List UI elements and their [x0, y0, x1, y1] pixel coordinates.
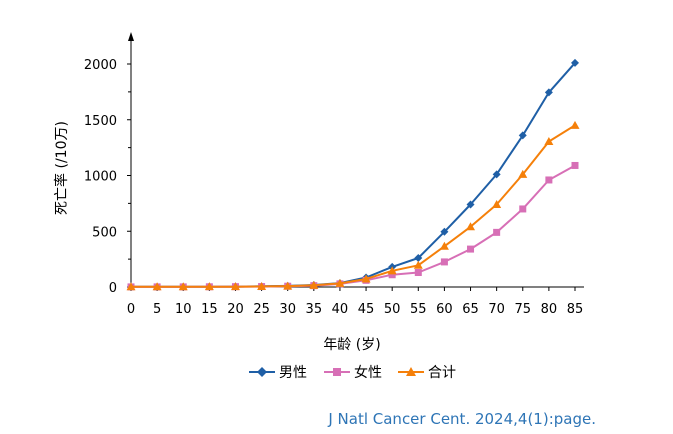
data-point-triangle	[335, 278, 345, 287]
data-point-triangle	[257, 281, 267, 290]
y-tick-label: 1000	[84, 170, 117, 185]
series-line	[131, 62, 576, 288]
legend-marker-female	[333, 368, 341, 376]
series-line	[131, 124, 576, 288]
data-point-triangle	[204, 282, 214, 291]
x-tick-label: 30	[279, 302, 296, 317]
legend-marker-total	[406, 367, 416, 376]
x-tick-label: 80	[541, 302, 558, 317]
data-point-triangle	[439, 241, 449, 250]
data-point-triangle	[283, 281, 293, 290]
series-line	[131, 164, 576, 288]
x-tick-label: 5	[153, 302, 161, 317]
series-2	[126, 120, 580, 291]
x-tick-label: 60	[436, 302, 453, 317]
data-point-triangle	[152, 282, 162, 291]
data-point-triangle	[413, 260, 423, 269]
y-tick-label: 1500	[84, 114, 117, 129]
y-axis-arrow	[128, 32, 134, 41]
legend-label-male: 男性	[279, 365, 307, 381]
data-point-triangle	[466, 222, 476, 231]
data-point-diamond	[440, 227, 449, 236]
x-tick-label: 45	[358, 302, 375, 317]
x-axis-title: 年龄 (岁)	[323, 337, 380, 353]
x-tick-label: 85	[567, 302, 584, 317]
x-tick-label: 55	[410, 302, 427, 317]
y-tick-label: 2000	[84, 58, 117, 73]
data-point-diamond	[492, 170, 501, 179]
data-point-triangle	[570, 120, 580, 129]
y-tick-label: 500	[92, 225, 117, 240]
series-layer	[126, 58, 580, 291]
data-point-diamond	[571, 58, 579, 67]
data-point-square	[440, 258, 448, 266]
data-point-diamond	[518, 131, 527, 140]
data-point-diamond	[414, 254, 423, 263]
x-tick-label: 20	[227, 302, 244, 317]
x-tick-label: 50	[384, 302, 401, 317]
x-tick-label: 15	[201, 302, 218, 317]
x-tick-label: 0	[127, 302, 135, 317]
x-tick-label: 65	[462, 302, 479, 317]
y-axis-ticks: 0 500 1000 1500 2000	[84, 58, 131, 296]
data-point-square	[467, 245, 475, 253]
data-point-square	[545, 176, 553, 184]
x-tick-label: 40	[332, 302, 349, 317]
x-tick-label: 25	[253, 302, 270, 317]
x-axis-ticks: 0 5 10 15 20 25 30 35 40 45 50 55 60 65 70 75 80 85	[127, 287, 583, 317]
data-point-triangle	[361, 274, 371, 283]
legend: 男性 女性 合计	[249, 364, 456, 381]
data-point-square	[571, 161, 579, 169]
x-tick-label: 75	[514, 302, 531, 317]
data-point-diamond	[544, 88, 553, 97]
data-point-triangle	[178, 282, 188, 291]
data-point-triangle	[230, 282, 240, 291]
legend-marker-male	[257, 367, 267, 377]
legend-label-total: 合计	[428, 365, 456, 381]
data-point-square	[493, 228, 501, 236]
legend-item-male: 男性	[249, 365, 307, 381]
series-1	[127, 161, 579, 291]
x-tick-label: 70	[488, 302, 505, 317]
y-axis-title: 死亡率 (/10万)	[53, 121, 70, 215]
legend-item-total: 合计	[398, 365, 456, 381]
legend-item-female: 女性	[324, 364, 382, 381]
data-point-triangle	[492, 199, 502, 208]
data-point-triangle	[518, 169, 528, 178]
data-point-triangle	[309, 280, 319, 289]
data-point-square	[414, 269, 422, 277]
data-point-triangle	[544, 136, 554, 145]
y-tick-label: 0	[109, 281, 117, 296]
data-point-square	[388, 271, 396, 279]
data-point-square	[519, 205, 527, 213]
data-point-triangle	[126, 282, 136, 291]
x-tick-label: 35	[306, 302, 323, 317]
data-point-diamond	[466, 200, 475, 209]
series-0	[127, 58, 579, 291]
x-tick-label: 10	[175, 302, 192, 317]
legend-label-female: 女性	[354, 364, 382, 381]
chart-axes	[128, 32, 584, 288]
data-point-triangle	[387, 266, 397, 275]
citation-text: J Natl Cancer Cent. 2024,4(1):page.	[327, 410, 596, 428]
